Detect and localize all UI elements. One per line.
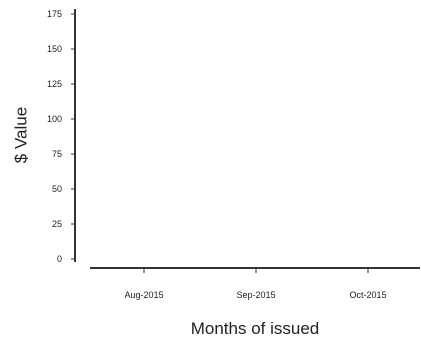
y-tick-label: 50 <box>52 184 62 194</box>
y-axis-title: $ Value <box>11 107 30 163</box>
y-tick-label: 175 <box>47 9 62 19</box>
x-axis-ticks: Aug-2015 Sep-2015 Oct-2015 <box>124 268 387 300</box>
x-tick-label: Aug-2015 <box>124 290 163 300</box>
y-tick-label: 25 <box>52 219 62 229</box>
y-tick-label: 125 <box>47 79 62 89</box>
x-tick-label: Oct-2015 <box>349 290 386 300</box>
x-axis-title: Months of issued <box>191 319 320 338</box>
y-tick-label: 100 <box>47 114 62 124</box>
y-axis-ticks: 0 25 50 75 100 125 150 175 <box>47 9 75 264</box>
x-tick-label: Sep-2015 <box>236 290 275 300</box>
y-tick-label: 150 <box>47 44 62 54</box>
y-tick-label: 75 <box>52 149 62 159</box>
y-tick-label: 0 <box>57 254 62 264</box>
